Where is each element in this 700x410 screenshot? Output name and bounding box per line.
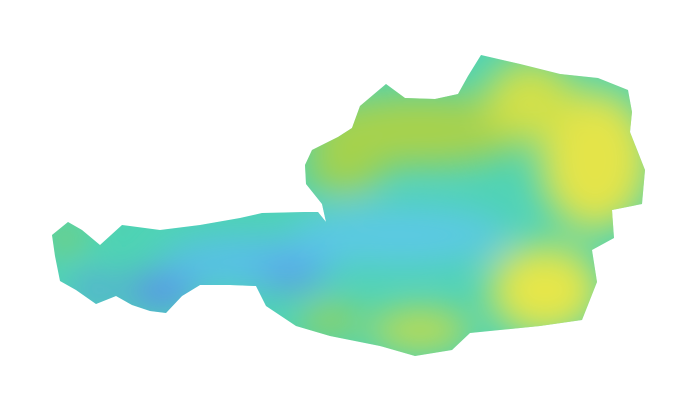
map xyxy=(52,55,645,356)
elevation-field xyxy=(52,55,645,356)
